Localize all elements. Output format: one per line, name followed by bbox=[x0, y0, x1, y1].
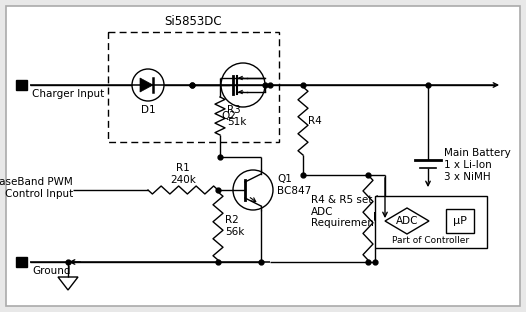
Text: R1
240k: R1 240k bbox=[170, 163, 196, 185]
Text: μP: μP bbox=[453, 216, 467, 226]
Text: BaseBand PWM
Control Input: BaseBand PWM Control Input bbox=[0, 177, 73, 199]
Text: R2
56k: R2 56k bbox=[225, 215, 245, 237]
Bar bbox=[375, 196, 487, 248]
Bar bbox=[108, 32, 279, 142]
Text: ADC: ADC bbox=[396, 216, 418, 226]
Text: Charger Input: Charger Input bbox=[32, 89, 104, 99]
Text: R3
51k: R3 51k bbox=[227, 105, 246, 127]
Bar bbox=[446, 209, 474, 233]
Bar bbox=[16, 257, 27, 267]
Text: Q2: Q2 bbox=[221, 111, 237, 121]
Text: R4: R4 bbox=[308, 116, 322, 126]
Text: R4 & R5 set by
ADC
Requirements.: R4 & R5 set by ADC Requirements. bbox=[311, 195, 388, 228]
Text: Q1
BC847: Q1 BC847 bbox=[277, 174, 311, 196]
Polygon shape bbox=[140, 78, 153, 92]
Text: Part of Controller: Part of Controller bbox=[392, 236, 470, 245]
Text: D1: D1 bbox=[140, 105, 155, 115]
Bar bbox=[16, 80, 27, 90]
Text: Main Battery
1 x Li-Ion
3 x NiMH: Main Battery 1 x Li-Ion 3 x NiMH bbox=[444, 149, 511, 182]
Text: R5: R5 bbox=[373, 212, 387, 222]
Text: Si5853DC: Si5853DC bbox=[165, 15, 222, 28]
Text: Ground: Ground bbox=[32, 266, 70, 276]
